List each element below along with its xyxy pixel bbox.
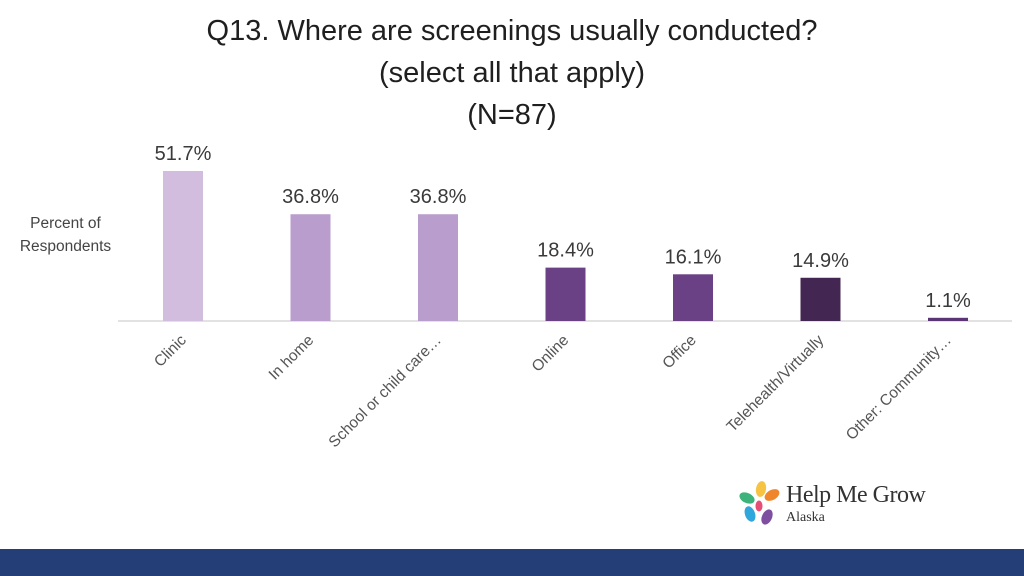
footer-bar: [0, 549, 1024, 576]
y-axis-label-line-1: Percent of: [30, 215, 101, 232]
chart-title-line-3: (N=87): [467, 99, 557, 131]
logo-petal: [761, 509, 773, 525]
category-label: Telehealth/Virtually: [724, 332, 828, 436]
chart-title-line-2: (select all that apply): [379, 57, 645, 89]
category-label: In home: [266, 332, 318, 384]
data-label: 1.1%: [925, 290, 971, 312]
logo-subtitle: Alaska: [786, 510, 825, 525]
category-label: Clinic: [151, 332, 190, 371]
logo-petal: [744, 506, 756, 522]
bar: [928, 317, 968, 321]
data-label: 51.7%: [155, 143, 212, 165]
bar: [673, 274, 713, 321]
data-label: 36.8%: [410, 186, 467, 208]
logo-petal: [755, 500, 763, 512]
bar: [163, 171, 203, 321]
category-label: Office: [659, 332, 699, 372]
chart-title-line-1: Q13. Where are screenings usually conduc…: [206, 15, 818, 47]
category-label: School or child care…: [326, 332, 445, 451]
bar: [418, 214, 458, 321]
logo-petal: [739, 492, 755, 504]
bar-chart: 51.7% Clinic 36.8% In home 36.8% School or ch…: [118, 143, 1012, 451]
category-label: Other: Community…: [843, 332, 955, 444]
logo-petal: [764, 489, 780, 501]
data-label: 18.4%: [537, 240, 594, 262]
y-axis-label: Percent of Respondents: [8, 212, 123, 258]
data-label: 16.1%: [665, 246, 722, 268]
bar: [800, 277, 841, 321]
logo-text: Help Me Grow Alaska: [786, 482, 926, 526]
chart-title: Q13. Where are screenings usually conduc…: [0, 10, 1024, 136]
logo-petal: [755, 481, 767, 497]
bar: [290, 214, 331, 321]
category-label: Online: [529, 332, 573, 376]
data-label: 36.8%: [282, 186, 339, 208]
logo-name: Help Me Grow: [786, 482, 926, 508]
y-axis-label-line-2: Respondents: [19, 238, 112, 255]
data-label: 14.9%: [792, 250, 849, 272]
bar: [545, 267, 586, 321]
help-me-grow-logo: [739, 481, 780, 525]
